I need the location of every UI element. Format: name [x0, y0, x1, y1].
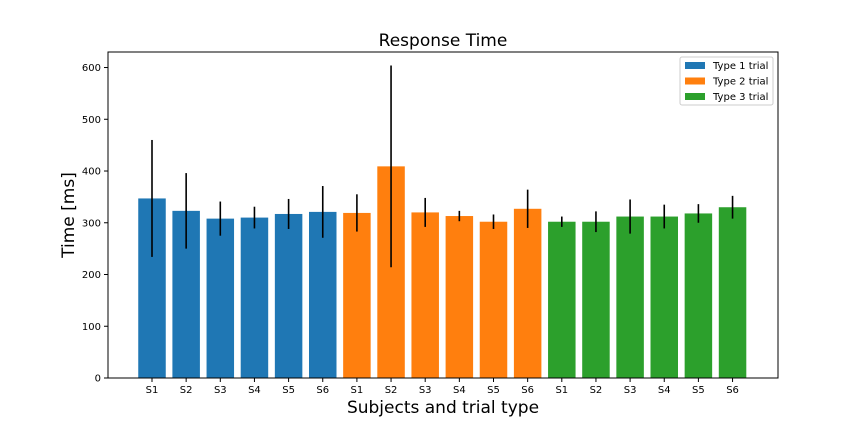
bar-3-s3 [616, 216, 644, 378]
bar-2-s5 [479, 221, 508, 378]
x-tick-label: S4 [658, 385, 671, 396]
x-tick-label: S5 [692, 385, 705, 396]
bar-2-s4 [445, 216, 474, 378]
bar-3-s5 [684, 213, 713, 378]
bar-1-s4 [240, 217, 269, 378]
y-tick-label: 300 [82, 218, 101, 229]
y-tick-label: 200 [82, 270, 101, 281]
x-tick-label: S3 [624, 385, 637, 396]
y-tick-label: 500 [82, 115, 101, 126]
x-tick-label: S6 [726, 385, 739, 396]
legend-swatch [685, 62, 705, 69]
bar-3-s6 [718, 207, 747, 378]
x-tick-label: S2 [590, 385, 603, 396]
x-tick-label: S1 [146, 385, 159, 396]
y-tick-label: 600 [82, 63, 101, 74]
bar-1-s5 [274, 213, 303, 378]
legend-swatch [685, 93, 705, 100]
bar-1-s3 [206, 218, 235, 378]
x-tick-label: S6 [521, 385, 534, 396]
bar-3-s4 [650, 216, 678, 378]
x-tick-label: S1 [351, 385, 364, 396]
legend-swatch [685, 77, 705, 85]
y-tick-label: 0 [95, 374, 101, 385]
y-tick-label: 400 [82, 167, 101, 178]
x-tick-label: S4 [248, 385, 261, 396]
y-axis-title: Time [ms] [59, 172, 79, 259]
x-tick-label: S2 [180, 385, 193, 396]
legend-label: Type 1 trial [712, 61, 768, 72]
bar-1-s6 [309, 211, 337, 378]
x-tick-label: S4 [453, 385, 466, 396]
legend: Type 1 trial Type 2 trial Type 3 trial [679, 56, 774, 106]
x-axis-title: Subjects and trial type [347, 398, 539, 418]
plot-frame [107, 51, 779, 379]
legend-label: Type 3 trial [712, 92, 768, 103]
y-tick-label: 100 [82, 322, 101, 333]
x-tick-label: S5 [282, 385, 295, 396]
plot-area: 0 100 200 300 400 500 600 S1 S2 S3 S4 S5 S6 S1 S2 S3 S4 S… [82, 63, 747, 396]
legend-label: Type 2 trial [712, 77, 768, 88]
x-tick-label: S5 [487, 385, 500, 396]
x-tick-label: S3 [214, 385, 227, 396]
chart-title: Response Time [379, 31, 508, 51]
bar-3-s2 [582, 221, 610, 378]
x-tick-label: S1 [555, 385, 568, 396]
bar-2-s1 [343, 212, 371, 378]
bar-2-s6 [513, 208, 542, 378]
x-tick-label: S3 [419, 385, 432, 396]
bar-3-s1 [548, 221, 576, 378]
x-tick-label: S2 [385, 385, 398, 396]
x-tick-label: S6 [316, 385, 329, 396]
bar-2-s3 [411, 212, 439, 378]
